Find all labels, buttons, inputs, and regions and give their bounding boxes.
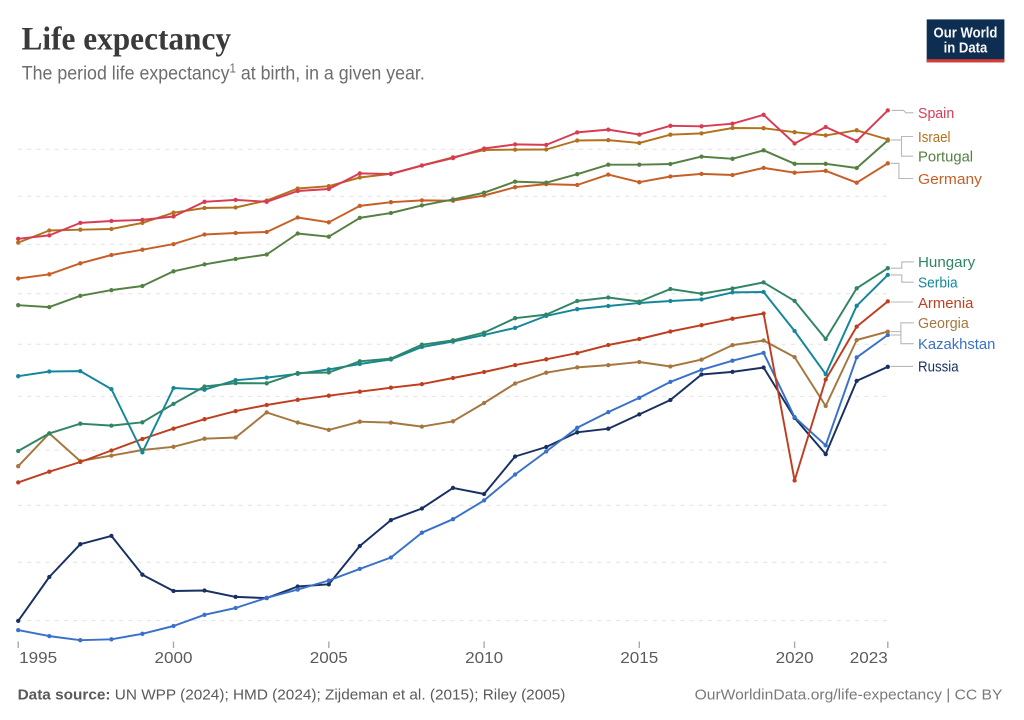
svg-text:Russia: Russia: [918, 359, 959, 376]
svg-text:Serbia: Serbia: [918, 275, 958, 292]
svg-text:Spain: Spain: [918, 105, 954, 122]
svg-text:2005: 2005: [310, 650, 348, 667]
svg-text:Kazakhstan: Kazakhstan: [918, 336, 995, 353]
svg-text:2015: 2015: [620, 650, 658, 667]
svg-text:Hungary: Hungary: [918, 254, 976, 271]
svg-text:2020: 2020: [776, 650, 814, 667]
svg-text:in Data: in Data: [944, 40, 988, 56]
svg-text:Life expectancy: Life expectancy: [22, 21, 232, 57]
svg-text:Data source: UN WPP (2024); HM: Data source: UN WPP (2024); HMD (2024); …: [18, 687, 566, 704]
svg-text:Our World: Our World: [934, 26, 998, 42]
svg-text:Armenia: Armenia: [918, 295, 974, 312]
svg-text:Georgia: Georgia: [918, 315, 969, 332]
svg-text:The period life expectancy1 at: The period life expectancy1 at birth, in…: [22, 62, 425, 85]
svg-text:1995: 1995: [19, 650, 57, 667]
svg-text:2000: 2000: [155, 650, 193, 667]
svg-text:Germany: Germany: [918, 171, 982, 188]
svg-text:OurWorldinData.org/life-expect: OurWorldinData.org/life-expectancy | CC …: [695, 687, 1003, 704]
svg-text:Portugal: Portugal: [918, 149, 973, 166]
svg-text:2010: 2010: [465, 650, 503, 667]
svg-text:2023: 2023: [850, 650, 888, 667]
svg-text:Israel: Israel: [918, 129, 951, 146]
